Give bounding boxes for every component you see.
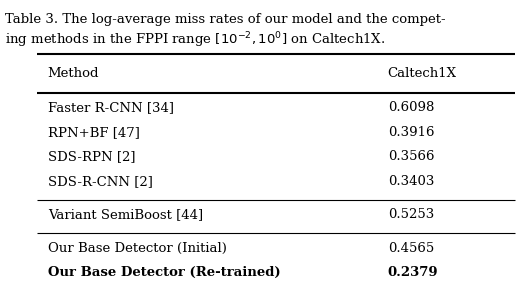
Text: 0.3403: 0.3403 [388, 175, 434, 188]
Text: RPN+BF [47]: RPN+BF [47] [48, 126, 140, 139]
Text: Faster R-CNN [34]: Faster R-CNN [34] [48, 101, 174, 114]
Text: 0.3916: 0.3916 [388, 126, 434, 139]
Text: 0.2379: 0.2379 [388, 267, 438, 279]
Text: Our Base Detector (Re-trained): Our Base Detector (Re-trained) [48, 267, 280, 279]
Text: Variant SemiBoost [44]: Variant SemiBoost [44] [48, 209, 203, 221]
Text: 0.6098: 0.6098 [388, 101, 434, 114]
Text: 0.4565: 0.4565 [388, 242, 434, 255]
Text: Table 3. The log-average miss rates of our model and the compet-: Table 3. The log-average miss rates of o… [5, 13, 446, 26]
Text: 0.3566: 0.3566 [388, 151, 434, 163]
Text: Caltech1X: Caltech1X [388, 68, 457, 80]
Text: Our Base Detector (Initial): Our Base Detector (Initial) [48, 242, 227, 255]
Text: SDS-RPN [2]: SDS-RPN [2] [48, 151, 135, 163]
Text: SDS-R-CNN [2]: SDS-R-CNN [2] [48, 175, 153, 188]
Text: ing methods in the FPPI range $[10^{-2}, 10^{0}]$ on Caltech1X.: ing methods in the FPPI range $[10^{-2},… [5, 30, 386, 50]
Text: 0.5253: 0.5253 [388, 209, 434, 221]
Text: Method: Method [48, 68, 99, 80]
